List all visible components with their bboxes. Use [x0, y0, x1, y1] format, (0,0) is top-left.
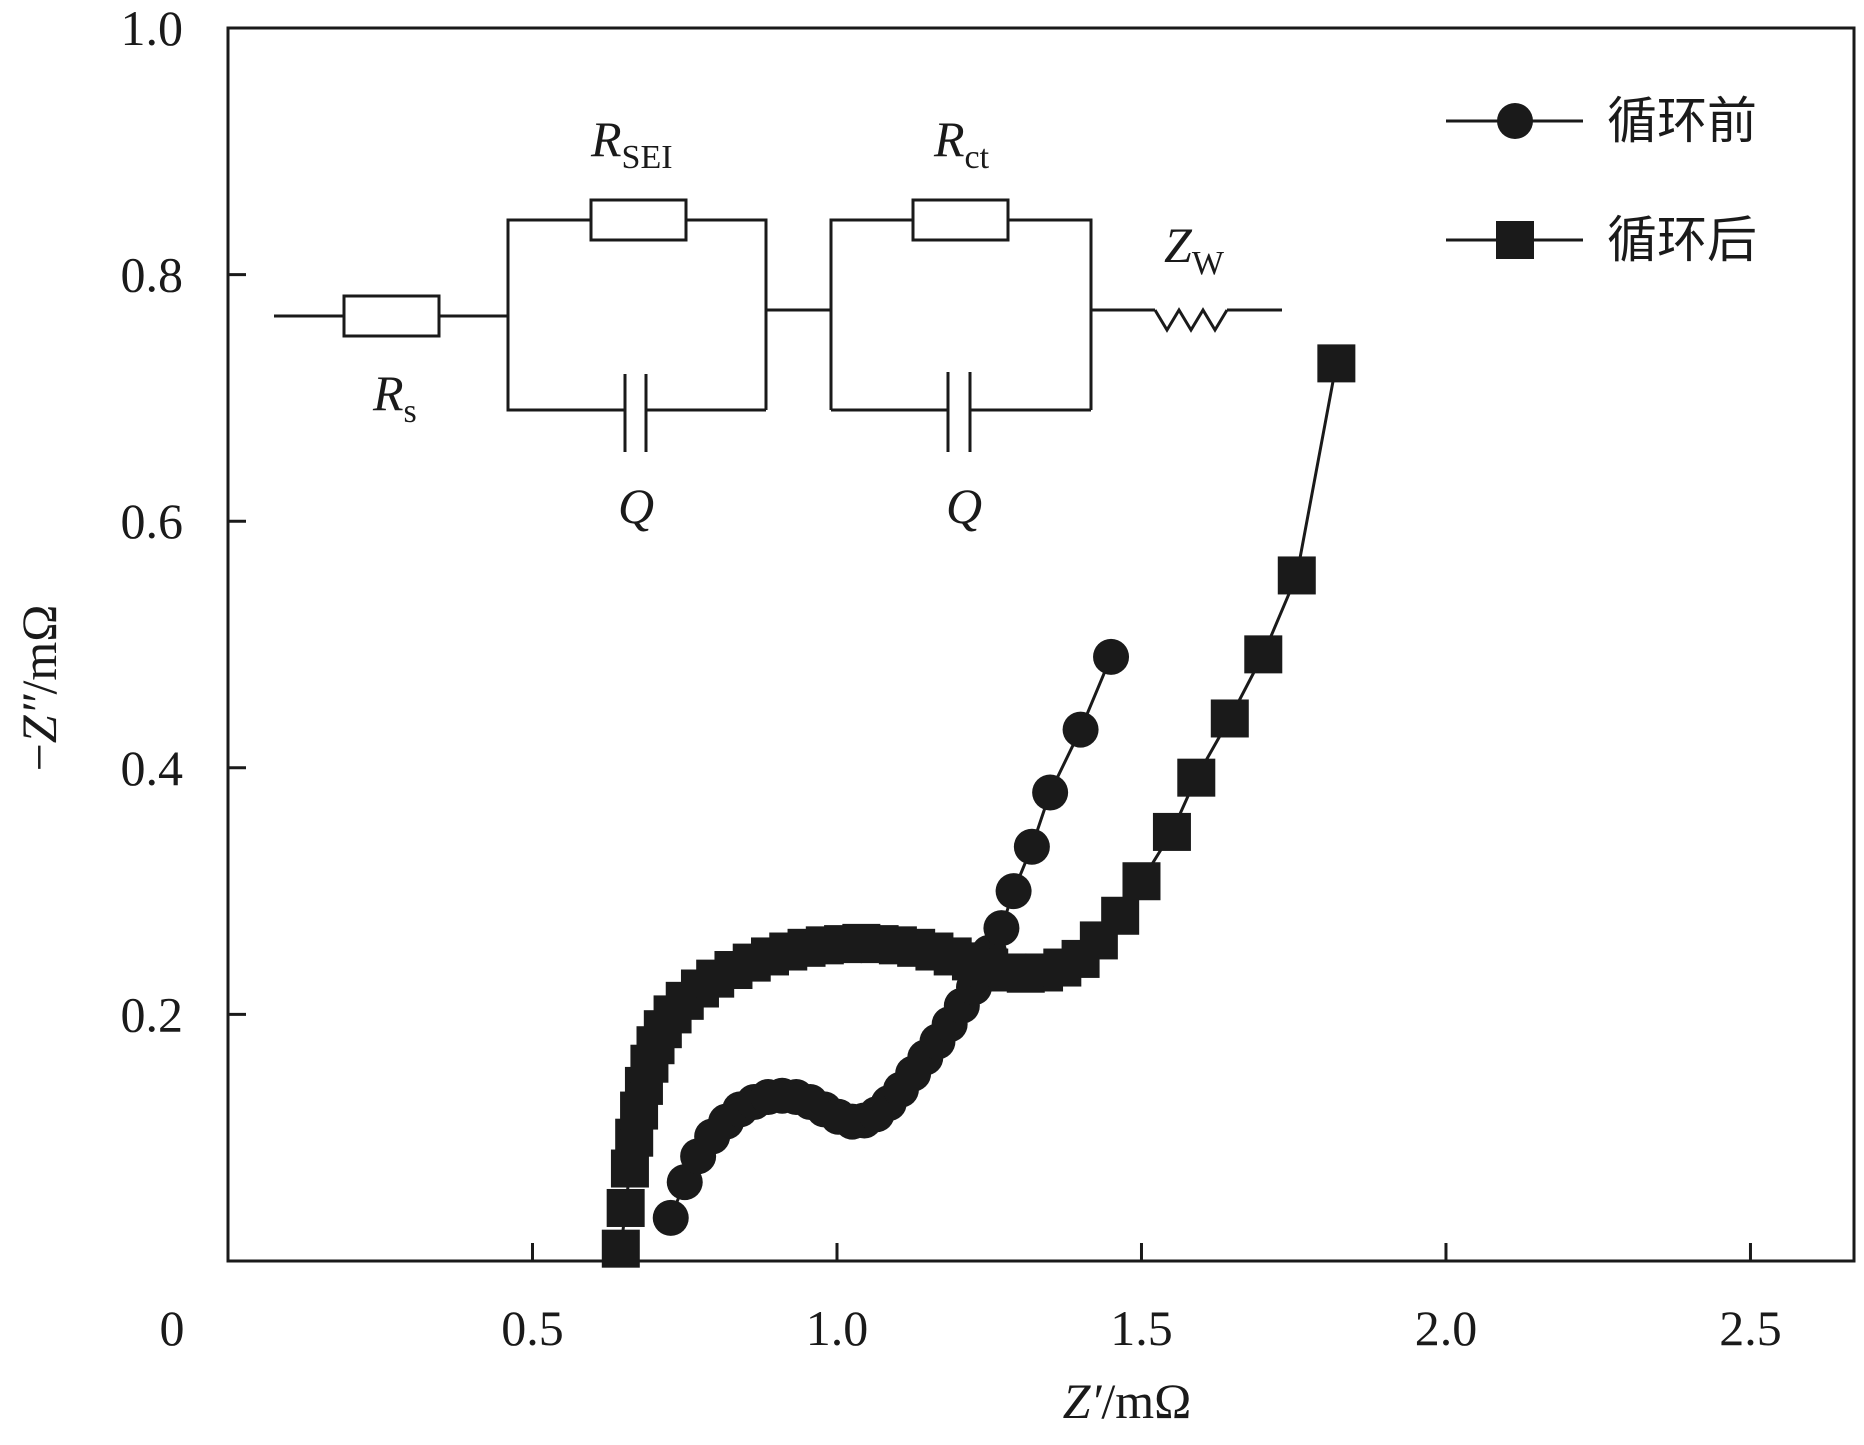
- plot-frame: [226, 26, 1856, 1263]
- point-after-1: [606, 1188, 645, 1227]
- legend: 循环前 循环后: [1446, 93, 1757, 268]
- point-after-0: [601, 1229, 640, 1268]
- legend-marker-circle: [1497, 103, 1533, 139]
- point-before-29: [1062, 711, 1099, 748]
- label-rct-sub: ct: [965, 139, 990, 176]
- series-1: [601, 344, 1356, 1268]
- series-layer: [601, 344, 1356, 1268]
- series-0: [652, 638, 1130, 1236]
- x-tick-label-5: 2.5: [1719, 1300, 1782, 1356]
- point-after-36: [1152, 812, 1191, 851]
- equivalent-circuit: [274, 198, 1282, 452]
- point-after-37: [1177, 758, 1216, 797]
- point-before-27: [1013, 828, 1050, 865]
- y-tick-label-1: 0.4: [121, 740, 184, 796]
- point-after-41: [1317, 344, 1356, 383]
- label-zw-sub: W: [1192, 245, 1225, 282]
- x-axis-var: Z′: [1063, 1373, 1103, 1429]
- y-axis-prefix: −: [11, 743, 67, 771]
- rsei-parallel-branch: [506, 218, 591, 316]
- x-axis-unit: /mΩ: [1101, 1373, 1191, 1429]
- legend-label-before: 循环前: [1607, 93, 1757, 149]
- label-rsei-sub: SEI: [622, 139, 673, 176]
- resistor-rct: [911, 198, 1010, 242]
- label-rs-sub: s: [404, 393, 417, 430]
- rsei-top-right: [686, 218, 768, 410]
- resistor-rs: [342, 294, 441, 338]
- y-axis-unit: /mΩ: [11, 605, 67, 695]
- label-rs-main: R: [372, 365, 404, 421]
- point-after-38: [1210, 699, 1249, 738]
- point-before-28: [1032, 774, 1069, 811]
- label-q2: Q: [946, 478, 982, 534]
- point-after-35: [1122, 862, 1161, 901]
- label-rs: Rs: [372, 365, 417, 430]
- warburg-element: [1153, 307, 1229, 333]
- label-q1: Q: [618, 478, 654, 534]
- point-after-34: [1101, 896, 1140, 935]
- label-zw: ZW: [1164, 217, 1225, 282]
- x-tick-label-2: 1.0: [806, 1300, 869, 1356]
- y-axis-title: −Z″/mΩ: [11, 605, 67, 772]
- point-before-0: [652, 1199, 689, 1236]
- legend-item-before: 循环前: [1446, 93, 1757, 149]
- rct-parallel-branch: [829, 218, 913, 410]
- label-rct-main: R: [933, 111, 965, 167]
- label-zw-main: Z: [1164, 217, 1193, 273]
- y-axis-var: Z″: [11, 693, 67, 743]
- label-rsei-main: R: [590, 111, 622, 167]
- tick-labels: 0 0.5 1.0 1.5 2.0 2.5 0.2 0.4 0.6 0.8 1.0: [121, 0, 1782, 1356]
- x-axis-title: Z′/mΩ: [1063, 1373, 1192, 1429]
- point-after-39: [1244, 635, 1283, 674]
- x-tick-label-4: 2.0: [1415, 1300, 1478, 1356]
- legend-marker-square: [1496, 221, 1534, 259]
- y-tick-label-2: 0.6: [121, 493, 184, 549]
- point-before-30: [1093, 638, 1130, 675]
- rct-top-right: [1008, 218, 1093, 410]
- point-before-25: [983, 910, 1020, 947]
- x-tick-label-3: 1.5: [1110, 1300, 1173, 1356]
- legend-item-after: 循环后: [1446, 212, 1757, 268]
- x-tick-label-0: 0: [160, 1300, 185, 1356]
- q1-bottom-left: [506, 316, 625, 412]
- point-before-26: [995, 873, 1032, 910]
- y-tick-label-0: 0.2: [121, 986, 184, 1042]
- ticks: [228, 26, 1752, 1261]
- y-tick-label-4: 1.0: [121, 0, 184, 56]
- label-rct: Rct: [933, 111, 990, 176]
- label-rsei: RSEI: [590, 111, 673, 176]
- legend-label-after: 循环后: [1607, 212, 1757, 268]
- point-after-40: [1277, 556, 1316, 595]
- x-tick-label-1: 0.5: [501, 1300, 564, 1356]
- resistor-rsei: [589, 198, 688, 242]
- y-tick-label-3: 0.8: [121, 247, 184, 303]
